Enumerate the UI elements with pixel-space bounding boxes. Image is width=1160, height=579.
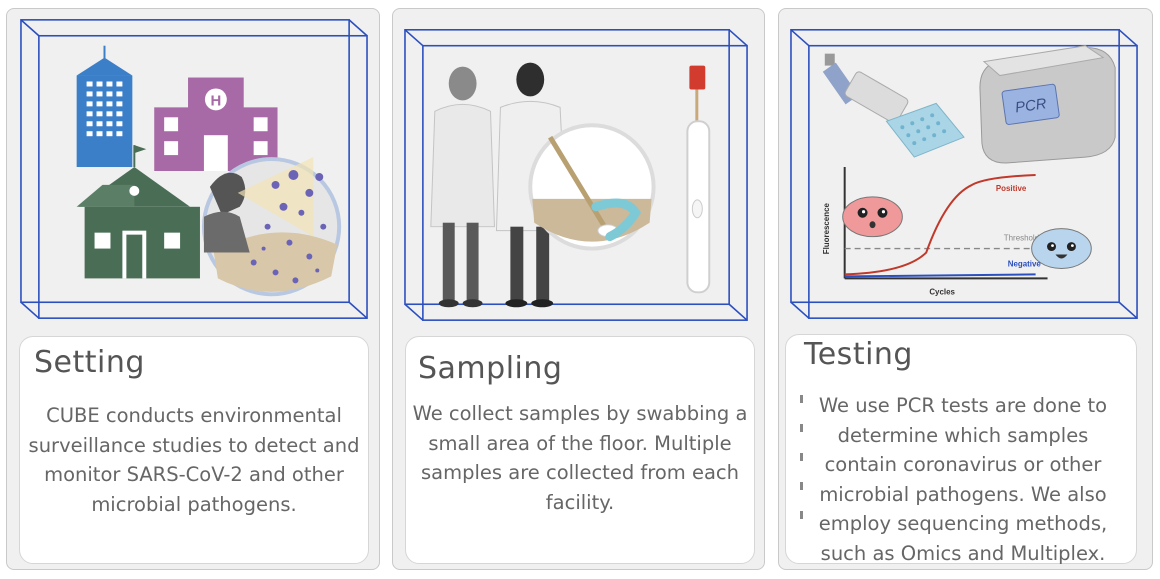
text-cut-marks xyxy=(800,395,806,540)
testing-illustration: PCR Fluorescence Cycles Positive Thresho… xyxy=(787,17,1144,325)
graph-x-label: Cycles xyxy=(929,287,955,296)
office-building-icon xyxy=(76,45,133,168)
pcr-amplification-graph: Fluorescence Cycles Positive Threshold N… xyxy=(822,167,1048,296)
graph-y-label: Fluorescence xyxy=(822,203,831,255)
testing-panel: PCR Fluorescence Cycles Positive Thresho… xyxy=(778,8,1153,570)
sampling-panel: Sampling We collect samples by swabbing … xyxy=(392,8,765,570)
hospital-letter: H xyxy=(210,93,221,109)
pipette-icon xyxy=(822,53,909,124)
setting-panel: H xyxy=(6,8,380,570)
swab-magnifier-icon xyxy=(528,123,656,251)
sampling-description: We collect samples by swabbing a small a… xyxy=(412,402,748,514)
sampling-text-box: Sampling We collect samples by swabbing … xyxy=(405,336,755,564)
setting-text-box: Setting CUBE conducts environmental surv… xyxy=(19,336,369,564)
pcr-machine-label: PCR xyxy=(1014,96,1048,116)
hospital-icon: H xyxy=(154,77,278,171)
pcr-machine-icon: PCR xyxy=(979,45,1116,164)
frame-box-icon xyxy=(404,29,748,321)
test-tube-icon xyxy=(686,65,711,294)
negative-virus-face-icon xyxy=(1031,228,1092,269)
school-icon xyxy=(76,145,200,279)
testing-title: Testing xyxy=(804,337,913,372)
well-plate-icon xyxy=(885,102,965,158)
aerosol-magnifier-icon xyxy=(201,157,342,297)
sampling-title: Sampling xyxy=(418,351,563,386)
setting-description: CUBE conducts environmental surveillance… xyxy=(28,404,360,516)
positive-label: Positive xyxy=(996,184,1027,193)
negative-label: Negative xyxy=(1008,259,1042,268)
testing-text-box: Testing We use PCR tests are done to det… xyxy=(785,334,1137,565)
frame-box-icon xyxy=(20,19,368,319)
threshold-label: Threshold xyxy=(1004,234,1039,243)
testing-description: We use PCR tests are done to determine w… xyxy=(818,394,1108,565)
setting-illustration: H xyxy=(15,17,371,325)
setting-title: Setting xyxy=(34,345,145,380)
frame-box-icon xyxy=(790,28,1138,319)
scientist-female-icon xyxy=(430,66,495,308)
positive-virus-face-icon xyxy=(842,196,903,238)
sampling-illustration xyxy=(401,17,756,325)
